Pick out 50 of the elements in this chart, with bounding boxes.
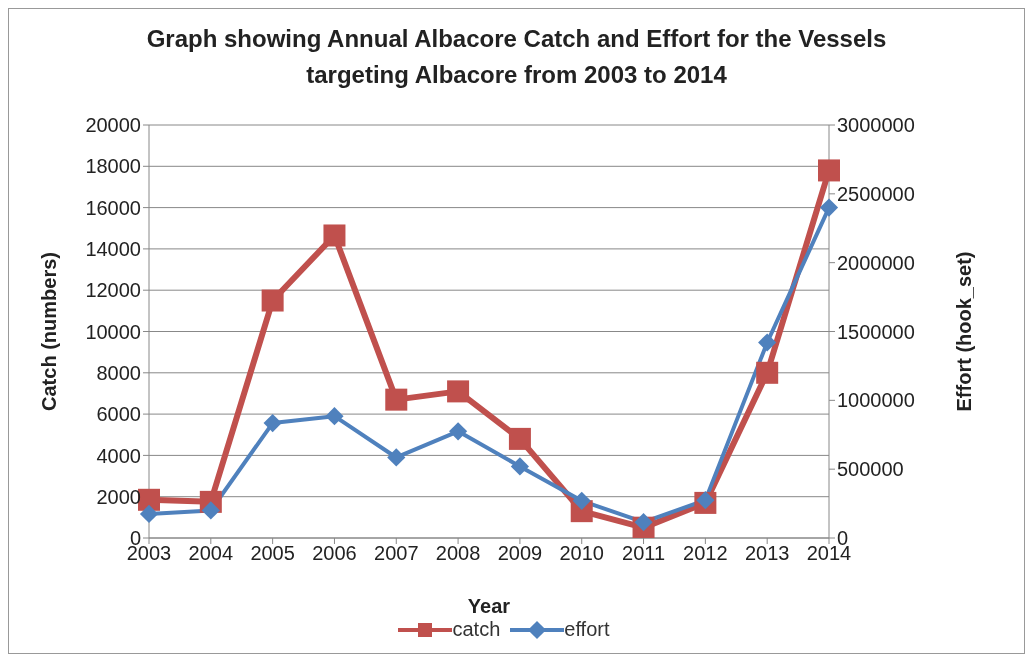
x-tick-label: 2008	[435, 542, 481, 565]
x-axis-title: Year	[467, 595, 511, 617]
point	[261, 289, 284, 312]
y2-tick-label: 500000	[837, 458, 904, 481]
x-tick-label: 2005	[250, 542, 295, 565]
y2-tick-label: 1500000	[837, 320, 915, 343]
y-tick-label: 20000	[85, 114, 141, 137]
point	[510, 457, 530, 476]
point	[138, 488, 160, 511]
legend-label: effort	[564, 618, 610, 641]
point	[385, 388, 408, 411]
point	[756, 361, 779, 384]
y2-tick-label: 2000000	[837, 251, 915, 274]
y-axis-title: Catch (numbers)	[38, 252, 61, 411]
y-tick-label: 16000	[85, 196, 141, 219]
x-tick-label: 2004	[188, 542, 234, 565]
point	[387, 448, 406, 467]
x-tick-label: 2006	[312, 542, 357, 565]
chart-title: Graph showing Annual Albacore Catch and Effort for the Vessels targeting Albacore from 2003 to 2014	[145, 24, 888, 90]
point	[758, 333, 777, 352]
x-tick-label: 2011	[622, 542, 666, 565]
y-tick-label: 8000	[96, 361, 141, 384]
x-tick-label: 2007	[374, 542, 419, 565]
point	[263, 413, 282, 433]
x-tick-label: 2012	[683, 542, 728, 565]
x-tick-label: 2010	[559, 542, 604, 565]
point	[325, 407, 344, 426]
point	[634, 513, 653, 532]
point	[819, 198, 839, 217]
y-tick-label: 12000	[85, 279, 141, 302]
legend-label: catch	[452, 618, 501, 641]
x-tick-label: 2009	[497, 542, 543, 565]
point	[139, 504, 159, 524]
point	[447, 380, 470, 403]
point	[448, 422, 468, 441]
y2-tick-label: 1000000	[837, 389, 915, 412]
point	[201, 501, 220, 520]
point	[818, 159, 840, 182]
y2-axis-title: Effort (hook_set)	[953, 251, 976, 412]
y2-tick-label: 2500000	[837, 182, 915, 205]
point	[508, 427, 531, 450]
y-tick-label: 18000	[85, 155, 141, 178]
y-tick-label: 10000	[85, 320, 141, 343]
y2-tick-label: 3000000	[837, 114, 915, 137]
point	[572, 491, 591, 510]
point	[323, 224, 346, 247]
x-tick-label: 2013	[744, 542, 790, 565]
y-tick-label: 4000	[96, 444, 141, 467]
y-tick-label: 14000	[85, 238, 141, 260]
y-tick-label: 6000	[96, 403, 141, 426]
